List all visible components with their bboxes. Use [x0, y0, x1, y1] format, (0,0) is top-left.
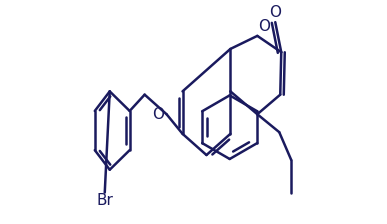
Text: O: O	[269, 5, 281, 20]
Text: Br: Br	[96, 193, 113, 208]
Text: O: O	[259, 19, 271, 34]
Text: O: O	[152, 107, 164, 122]
